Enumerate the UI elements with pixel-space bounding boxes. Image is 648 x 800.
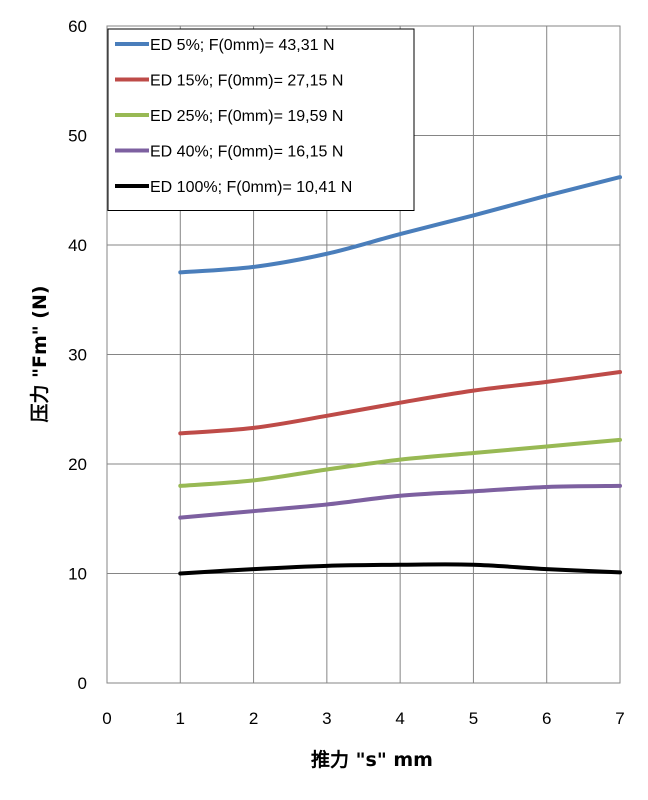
y-axis-tick-labels: 0 10 20 30 40 50 60 bbox=[68, 17, 87, 693]
x-tick-label: 2 bbox=[249, 709, 258, 728]
y-tick-label: 10 bbox=[68, 565, 87, 584]
legend-label: ED 100%; F(0mm)= 10,41 N bbox=[150, 179, 352, 196]
series-lines bbox=[178, 175, 622, 576]
y-tick-label: 30 bbox=[68, 346, 87, 365]
y-tick-label: 50 bbox=[68, 127, 87, 146]
legend-label: ED 5%; F(0mm)= 43,31 N bbox=[150, 37, 335, 54]
series-line-5 bbox=[178, 562, 622, 576]
legend: ED 5%; F(0mm)= 43,31 N ED 15%; F(0mm)= 27… bbox=[107, 28, 415, 211]
y-tick-label: 40 bbox=[68, 236, 87, 255]
x-tick-label: 4 bbox=[395, 709, 404, 728]
series-line-1 bbox=[178, 175, 622, 275]
x-tick-label: 3 bbox=[322, 709, 331, 728]
y-tick-label: 60 bbox=[68, 17, 87, 36]
legend-label: ED 25%; F(0mm)= 19,59 N bbox=[150, 108, 343, 125]
x-tick-label: 6 bbox=[542, 709, 551, 728]
y-tick-label: 20 bbox=[68, 455, 87, 474]
x-axis-title: 推力 "s" mm bbox=[311, 748, 433, 771]
x-axis-tick-labels: 0 1 2 3 4 5 6 7 bbox=[102, 709, 624, 728]
y-tick-label: 0 bbox=[78, 674, 87, 693]
x-tick-label: 7 bbox=[615, 709, 624, 728]
plot-area bbox=[106, 25, 621, 684]
x-tick-label: 1 bbox=[176, 709, 185, 728]
legend-label: ED 15%; F(0mm)= 27,15 N bbox=[150, 73, 343, 90]
series-line-2 bbox=[178, 370, 622, 436]
series-line-4 bbox=[178, 483, 622, 520]
legend-box bbox=[107, 28, 415, 211]
x-tick-label: 0 bbox=[102, 709, 111, 728]
series-line-3 bbox=[178, 437, 622, 488]
legend-label: ED 40%; F(0mm)= 16,15 N bbox=[150, 144, 343, 161]
x-tick-label: 5 bbox=[469, 709, 478, 728]
y-axis-title: 压力 "Fm" (N) bbox=[28, 285, 51, 422]
